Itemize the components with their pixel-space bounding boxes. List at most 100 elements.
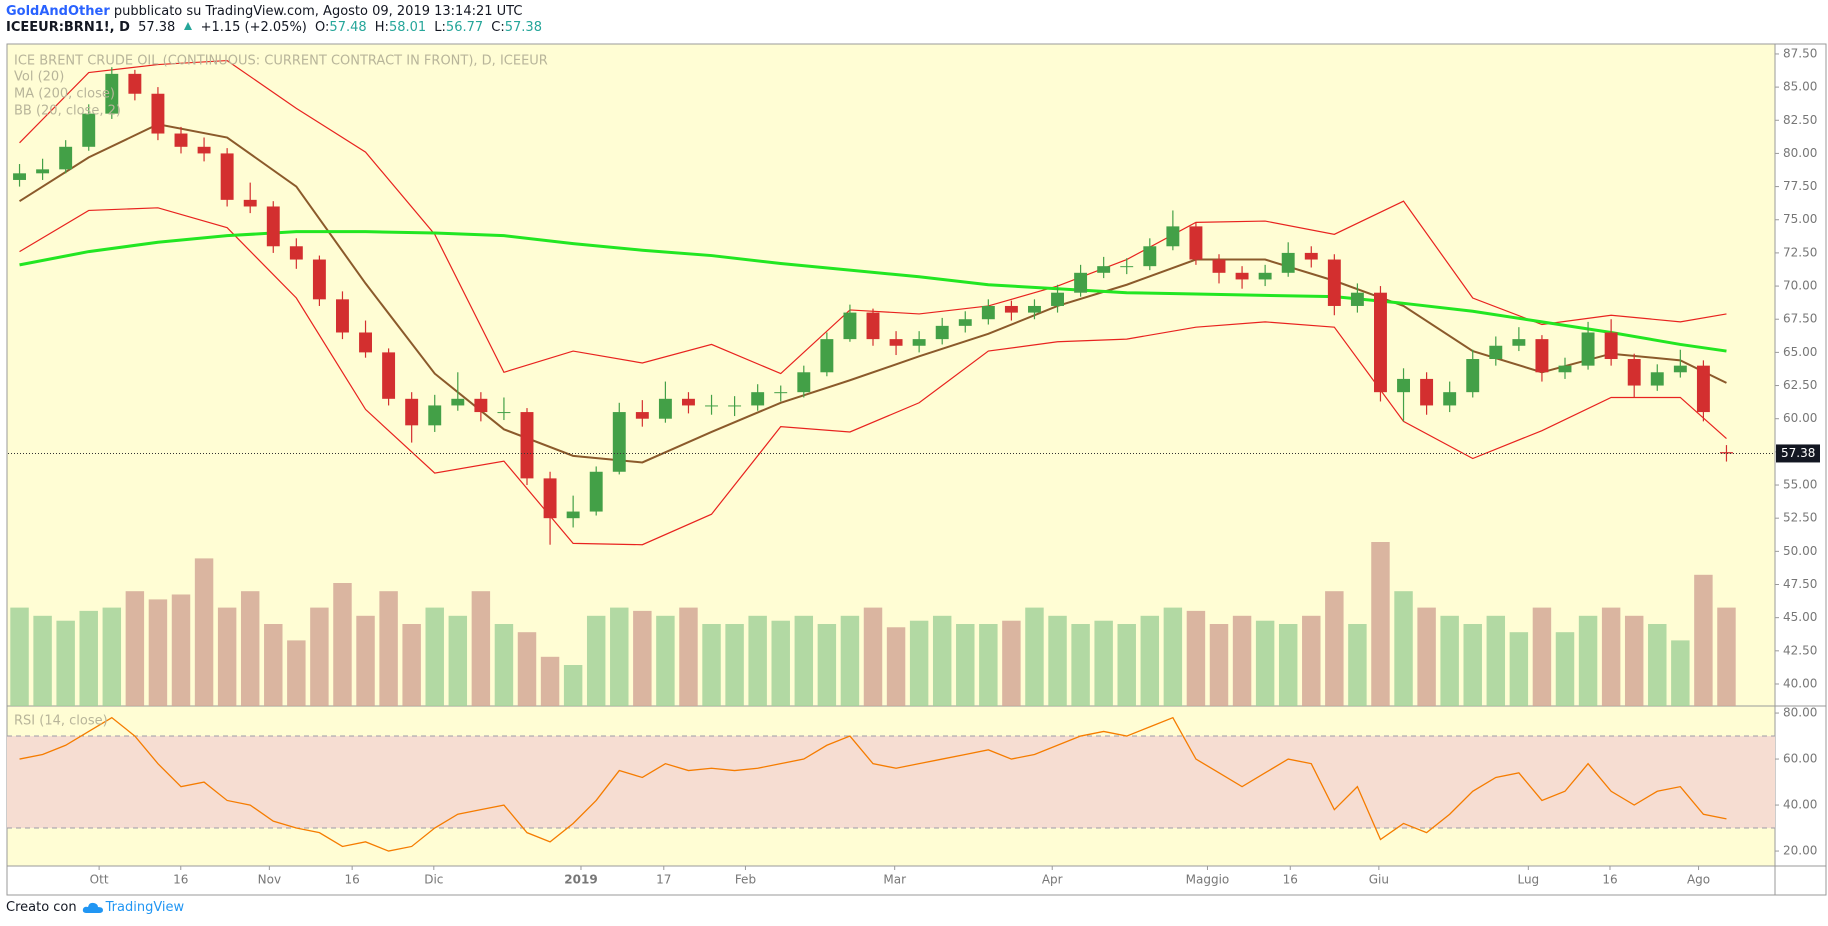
candle-body [220,153,234,200]
y-tick-label: 40.00 [1783,676,1817,690]
candle-body [1004,305,1018,313]
published: pubblicato su TradingView.com, Agosto 09… [113,4,523,19]
volume-bar [287,640,306,706]
volume-bar [633,610,652,706]
x-tick-label: 17 [656,873,671,887]
y-tick-label: 65.00 [1783,345,1817,359]
y-tick-label: 80.00 [1783,146,1817,160]
candle-body [658,398,672,419]
volume-bar [1624,615,1644,706]
candle-body [1535,339,1549,373]
brand[interactable]: TradingView [105,900,185,915]
y-tick-label: 45.00 [1783,610,1817,624]
legend-rsi: RSI (14, close) [14,714,108,729]
x-tick-label: Ott [90,873,109,887]
candle-body [1604,332,1618,360]
volume-bar [1117,624,1136,706]
volume-bar [494,624,514,706]
x-tick-label: 16 [1602,873,1617,887]
candle-body [1051,292,1064,306]
candle-body [1074,272,1088,293]
candle-body [36,169,50,174]
candle-body [797,372,811,393]
volume-bar [1348,624,1367,706]
candle-body [889,339,903,346]
volume-bar [194,558,214,706]
candle-body [1466,359,1480,393]
volume-bar [1186,610,1206,706]
candle-body [13,173,26,180]
y-tick-label: 47.50 [1783,577,1817,591]
volume-bar [725,624,744,706]
x-tick-label: 16 [345,873,360,887]
candle-body [1581,332,1595,366]
y-tick-label: 20.00 [1783,844,1817,858]
volume-bar [817,624,837,706]
candle-body [1028,305,1041,313]
y-tick-label: 60.00 [1783,411,1817,425]
change: +1.15 (+2.05%) [200,20,307,35]
footer: Creato con TradingView [6,900,184,915]
volume-bar [517,632,537,706]
volume-bar [1371,542,1390,706]
candle-body [197,146,211,154]
candle-body [105,73,119,114]
volume-bar [1486,615,1506,706]
candle-body [774,392,788,394]
volume-bar [402,624,421,706]
volume-bar [1302,615,1321,706]
volume-bar [1094,620,1113,706]
y-tick-label: 75.00 [1783,212,1817,226]
bb-upper [19,59,1727,375]
rsi-band [7,736,1775,829]
candle-body [751,392,765,406]
volume-bar [1648,624,1667,706]
volume-bar [1578,615,1598,706]
volume-bar [1671,640,1690,706]
volume-bar [956,624,975,706]
candle-body [128,73,142,94]
volume-bar [1394,591,1413,706]
volume-bar [794,615,814,706]
low: 56.77 [445,20,484,35]
y-tick-label: 70.00 [1783,279,1817,293]
brand-logo [82,902,103,913]
symbol: ICEEUR:BRN1!, D [6,20,130,35]
volume-bar [448,615,468,706]
legend-bb: BB (20, close, 2) [14,104,121,119]
volume-bar [702,624,721,706]
candle-body [958,319,972,326]
layer: 40.0042.5045.0047.5050.0052.5055.0057.50… [7,46,1820,887]
volume-bar [1002,620,1021,706]
y-tick-label: 62.50 [1783,378,1817,392]
volume-bar [840,615,860,706]
volume-bar [610,607,629,706]
high: 58.01 [388,20,427,35]
candle-body [497,412,511,414]
volume-bar [1601,607,1621,706]
volume-bar [1532,607,1552,706]
candle-body [1720,452,1733,454]
volume-bar [333,583,352,706]
volume-bar [56,620,75,706]
candle-body [728,405,742,407]
author[interactable]: GoldAndOther [6,4,110,19]
candle-body [82,113,96,147]
volume-bar [264,624,283,706]
x-tick-label: Apr [1042,873,1063,887]
y-tick-label: 67.50 [1783,312,1817,326]
volume-bar [1463,624,1482,706]
candle-body [289,246,303,260]
volume-bar [125,591,145,706]
x-tick-label: 2019 [564,873,597,887]
candle-body [935,325,949,340]
candle-body [336,299,349,333]
candle-body [981,305,995,320]
volume-bar [932,615,952,706]
y-tick-label: 77.50 [1783,179,1817,193]
y-tick-label: 87.50 [1783,46,1817,60]
candle-body [1097,266,1111,273]
candle-body [1558,365,1572,373]
candle-body [451,398,465,406]
